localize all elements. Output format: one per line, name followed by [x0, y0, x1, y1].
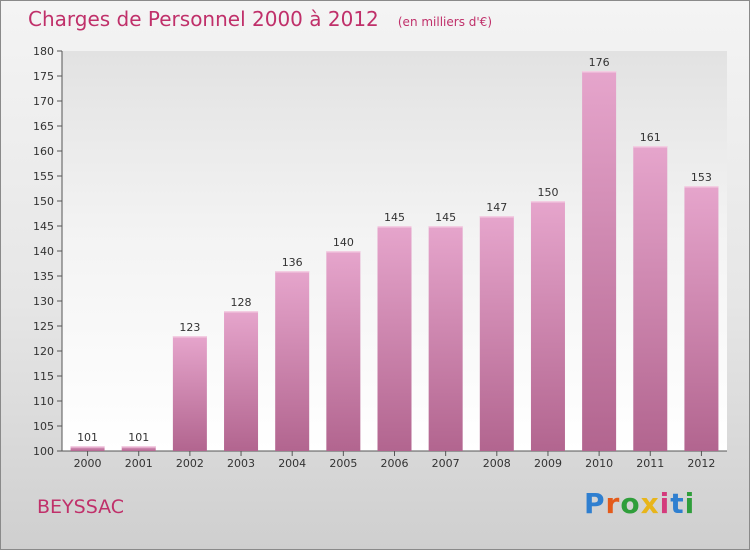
bar-value-label: 128	[231, 296, 252, 309]
bar	[377, 226, 412, 451]
logo-letter: x	[640, 487, 660, 520]
bar-value-label: 150	[537, 186, 558, 199]
y-tick-label: 110	[33, 395, 54, 408]
x-tick-label: 2010	[585, 457, 613, 470]
x-tick-label: 2002	[176, 457, 204, 470]
bar-value-label: 101	[77, 431, 98, 444]
bar-top-highlight	[582, 71, 617, 73]
bar-value-label: 147	[486, 201, 507, 214]
bar-value-label: 145	[384, 211, 405, 224]
y-tick-label: 165	[33, 120, 54, 133]
bar	[582, 71, 617, 451]
y-tick-label: 135	[33, 270, 54, 283]
y-tick-label: 170	[33, 95, 54, 108]
bar	[224, 311, 259, 451]
bar	[479, 216, 514, 451]
logo-letter: r	[605, 487, 621, 520]
bar	[172, 336, 207, 451]
chart-title-text: Charges de Personnel 2000 à 2012	[28, 7, 379, 31]
bar-top-highlight	[428, 226, 463, 228]
x-tick-label: 2006	[381, 457, 409, 470]
bar-top-highlight	[326, 251, 361, 253]
y-tick-label: 150	[33, 195, 54, 208]
bar-top-highlight	[684, 186, 719, 188]
bar-top-highlight	[121, 446, 156, 448]
y-tick-label: 130	[33, 295, 54, 308]
logo-letter: P	[584, 487, 606, 520]
bar-top-highlight	[224, 311, 259, 313]
x-tick-label: 2009	[534, 457, 562, 470]
bar-top-highlight	[70, 446, 105, 448]
bar-value-label: 145	[435, 211, 456, 224]
x-tick-label: 2000	[74, 457, 102, 470]
x-tick-label: 2012	[687, 457, 715, 470]
bar-value-label: 161	[640, 131, 661, 144]
x-tick-label: 2008	[483, 457, 511, 470]
x-tick-label: 2001	[125, 457, 153, 470]
y-tick-label: 140	[33, 245, 54, 258]
bar-top-highlight	[377, 226, 412, 228]
bar-top-highlight	[172, 336, 207, 338]
logo-letter: o	[620, 487, 641, 520]
bar-top-highlight	[479, 216, 514, 218]
bar-value-label: 123	[179, 321, 200, 334]
logo-letter: t	[670, 487, 685, 520]
x-tick-label: 2004	[278, 457, 306, 470]
bar	[326, 251, 361, 451]
bar-value-label: 101	[128, 431, 149, 444]
bar-value-label: 153	[691, 171, 712, 184]
logo-letter: i	[659, 487, 671, 520]
y-tick-label: 125	[33, 320, 54, 333]
bar-value-label: 140	[333, 236, 354, 249]
x-tick-label: 2005	[329, 457, 357, 470]
chart-unit-text: (en milliers d'€)	[397, 15, 492, 29]
y-tick-label: 100	[33, 445, 54, 458]
bar	[428, 226, 463, 451]
bar	[633, 146, 668, 451]
bar-value-label: 136	[282, 256, 303, 269]
x-tick-label: 2007	[432, 457, 460, 470]
bar-top-highlight	[530, 201, 565, 203]
bar-top-highlight	[275, 271, 310, 273]
bar	[684, 186, 719, 451]
proxiti-logo: Proxiti	[584, 487, 695, 520]
y-tick-label: 115	[33, 370, 54, 383]
x-tick-label: 2003	[227, 457, 255, 470]
city-label: BEYSSAC	[37, 496, 125, 518]
bar-value-label: 176	[589, 56, 610, 69]
y-tick-label: 160	[33, 145, 54, 158]
bar	[70, 446, 105, 451]
y-tick-label: 175	[33, 70, 54, 83]
y-tick-label: 120	[33, 345, 54, 358]
chart-title: Charges de Personnel 2000 à 2012 (en mil…	[28, 7, 492, 31]
bar	[121, 446, 156, 451]
x-tick-label: 2011	[636, 457, 664, 470]
bar	[275, 271, 310, 451]
y-tick-label: 180	[33, 45, 54, 58]
y-tick-label: 105	[33, 420, 54, 433]
y-tick-label: 145	[33, 220, 54, 233]
y-tick-label: 155	[33, 170, 54, 183]
bar	[530, 201, 565, 451]
logo-letter: i	[684, 487, 696, 520]
bar-top-highlight	[633, 146, 668, 148]
